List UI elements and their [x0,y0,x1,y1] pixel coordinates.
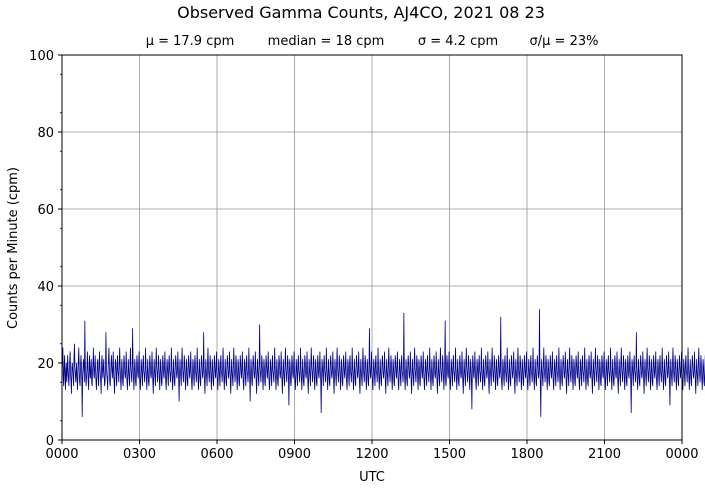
stat-ratio: σ/μ = 23% [530,34,599,49]
y-tick-label: 20 [37,357,54,372]
x-tick-label: 0900 [278,447,311,462]
x-tick-label: 1500 [433,447,466,462]
axes: 0000 0300 0600 0900 1200 1500 1800 2100 00000204… [29,49,698,462]
x-tick-label: 1800 [510,447,543,462]
x-tick-label: 0000 [45,447,78,462]
x-tick-label: 0600 [200,447,233,462]
stat-mean: μ = 17.9 cpm [146,34,235,49]
series-line-0 [61,309,705,417]
y-tick-label: 0 [46,434,54,449]
y-axis-label: Counts per Minute (cpm) [6,167,21,329]
stat-sigma: σ = 4.2 cpm [418,34,498,49]
plot-frame [61,54,683,441]
y-tick-label: 100 [29,49,54,64]
y-tick-label: 40 [37,280,54,295]
data-layer [61,309,705,417]
x-tick-label: 2100 [588,447,621,462]
stat-median: median = 18 cpm [268,34,385,49]
x-tick-label: 0300 [123,447,156,462]
stats-row: μ = 17.9 cpm median = 18 cpm σ = 4.2 cpm… [146,34,599,49]
chart-title: Observed Gamma Counts, AJ4CO, 2021 08 23 [177,3,545,22]
y-tick-label: 80 [37,126,54,141]
x-tick-label: 0000 [665,447,698,462]
gridlines [62,55,682,440]
x-axis-label: UTC [359,470,385,485]
y-tick-label: 60 [37,203,54,218]
x-tick-label: 1200 [355,447,388,462]
